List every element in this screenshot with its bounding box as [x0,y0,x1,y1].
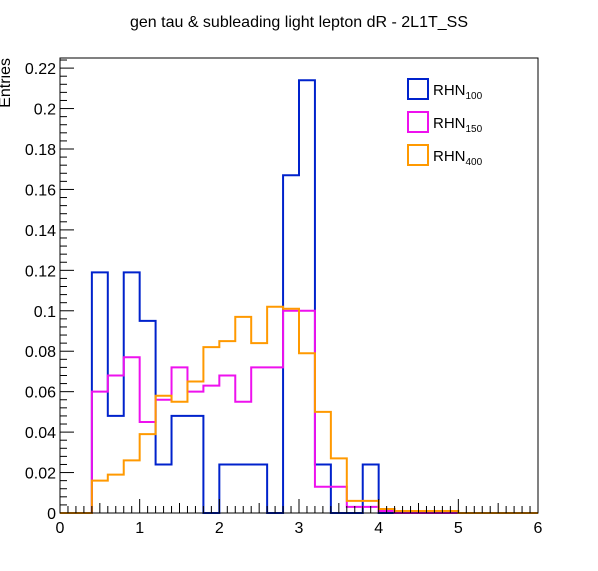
series-layer [60,79,538,514]
y-axis-label: Entries [0,58,14,108]
y-tick-label: 0.18 [25,142,56,159]
y-tick-label: 0.1 [34,304,56,321]
legend-label-100: RHN100 [433,82,483,102]
y-tick-label: 0.22 [25,61,56,78]
y-tick-label: 0.12 [25,263,56,280]
y-tick-label: 0.16 [25,182,56,199]
x-tick-label: 3 [295,520,304,537]
legend-swatch-100 [407,78,429,100]
legend-swatch-150 [407,111,429,133]
x-tick-label: 4 [374,520,383,537]
y-axis: 0 0.02 0.04 0.06 0.08 0.1 0.12 0.14 0.16 0.18 0.2 0… [25,59,74,523]
y-tick-label: 0.04 [25,425,56,442]
chart-title: gen tau & subleading light lepton dR - 2… [129,14,468,31]
y-tick-label: 0.08 [25,344,56,361]
legend-label-150: RHN150 [433,115,483,135]
x-tick-label: 5 [454,520,463,537]
x-tick-label: 1 [135,520,144,537]
x-tick-label: 2 [215,520,224,537]
x-tick-label: 0 [56,520,65,537]
y-tick-label: 0.02 [25,466,56,483]
series-line-400 [60,305,538,514]
y-tick-label: 0 [47,506,56,523]
legend: RHN100 RHN150 RHN400 [407,78,483,168]
legend-swatch-400 [407,144,429,166]
y-tick-label: 0.2 [34,102,56,119]
x-tick-label: 6 [534,520,543,537]
y-tick-label: 0.14 [25,223,56,240]
series-line-100 [60,79,538,514]
y-tick-label: 0.06 [25,385,56,402]
x-axis: 0 1 2 3 4 5 6 [56,499,543,537]
legend-label-400: RHN400 [433,148,483,168]
